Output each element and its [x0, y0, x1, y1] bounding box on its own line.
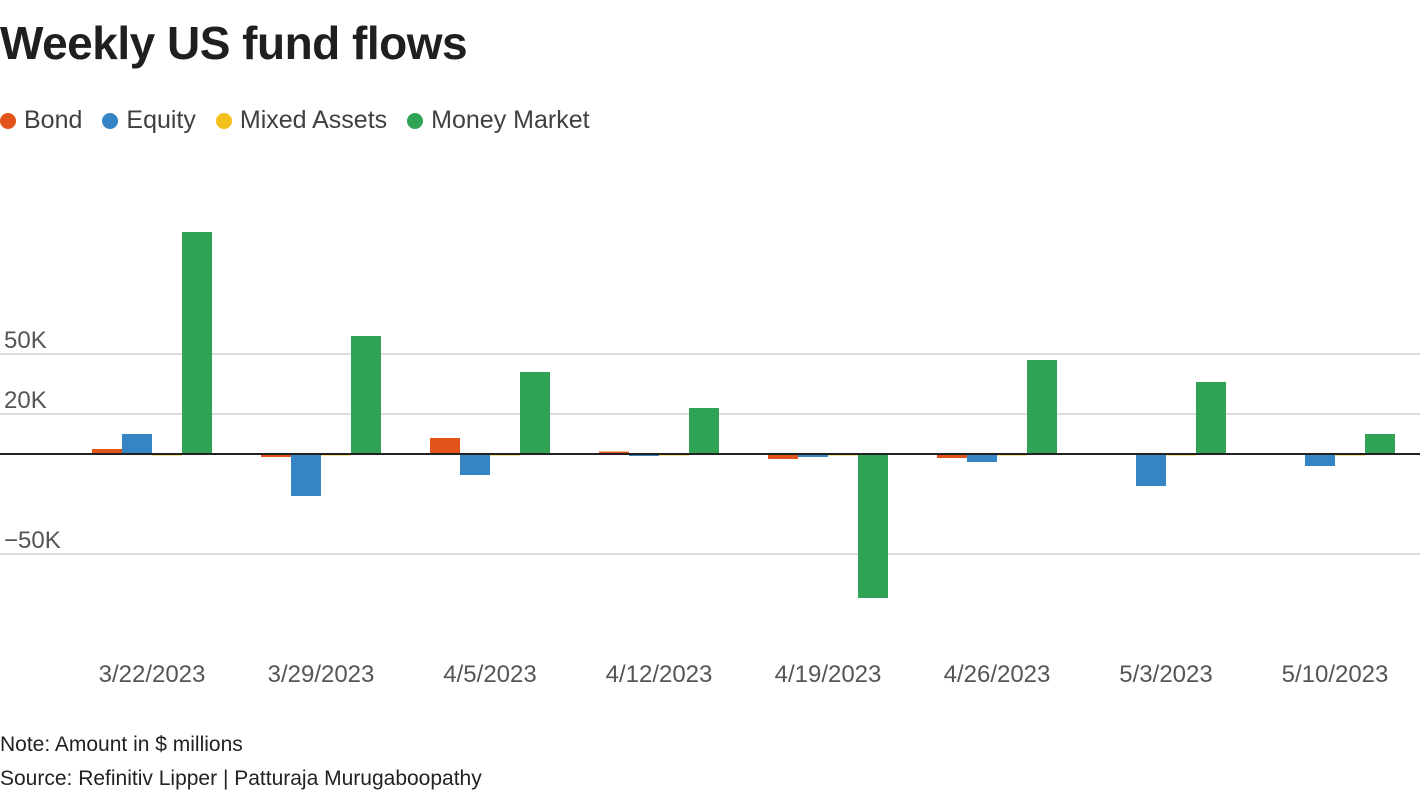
bar-equity-4 [798, 454, 828, 457]
legend-item-equity: Equity [102, 106, 196, 135]
bar-equity-7 [1305, 454, 1335, 466]
legend-item-bond: Bond [0, 106, 82, 135]
y-tick-label-2: −50K [4, 527, 61, 554]
bar-equity-2 [460, 454, 490, 475]
bar-money-market-1 [351, 336, 381, 454]
x-tick-label-3: 4/12/2023 [606, 661, 713, 688]
legend-item-mixed-assets: Mixed Assets [215, 106, 388, 135]
bar-equity-6 [1136, 454, 1166, 486]
bar-money-market-6 [1196, 382, 1226, 454]
bar-equity-5 [967, 454, 997, 462]
bar-bond-0 [92, 449, 122, 454]
x-tick-label-0: 3/22/2023 [99, 661, 206, 688]
y-tick-label-1: 20K [4, 387, 47, 414]
legend-label-bond: Bond [24, 106, 83, 134]
chart-title: Weekly US fund flows [0, 17, 468, 69]
bar-equity-1 [291, 454, 321, 496]
bar-money-market-3 [689, 408, 719, 454]
bar-bond-2 [430, 438, 460, 454]
bar-bond-3 [599, 451, 629, 454]
bar-money-market-4 [858, 454, 888, 598]
legend-dot-equity [102, 112, 119, 129]
bar-money-market-0 [182, 232, 212, 454]
legend-label-money-market: Money Market [431, 106, 590, 134]
x-tick-label-5: 4/26/2023 [944, 661, 1051, 688]
x-tick-label-6: 5/3/2023 [1119, 661, 1212, 688]
legend-dot-bond [0, 112, 16, 129]
bar-equity-0 [122, 434, 152, 454]
bar-money-market-7 [1365, 434, 1395, 454]
legend: Bond Equity Mixed Assets Money Market [0, 106, 610, 135]
bar-bond-1 [261, 454, 291, 457]
x-tick-label-2: 4/5/2023 [443, 661, 536, 688]
bar-bond-5 [937, 454, 967, 458]
bar-money-market-5 [1027, 360, 1057, 454]
legend-dot-mixed-assets [215, 112, 232, 129]
legend-dot-money-market [407, 112, 424, 129]
bar-money-market-2 [520, 372, 550, 454]
legend-item-money-market: Money Market [407, 106, 590, 135]
chart-note: Note: Amount in $ millions [0, 733, 243, 756]
legend-label-equity: Equity [126, 106, 196, 134]
bar-chart: 50K 20K −50K 3/22/2023 3/29/2023 4/5/2023 4/12… [0, 232, 1420, 688]
chart-source: Source: Refinitiv Lipper | Patturaja Mur… [0, 767, 482, 790]
legend-label-mixed-assets: Mixed Assets [239, 106, 388, 134]
bar-bond-4 [768, 454, 798, 459]
x-tick-label-1: 3/29/2023 [268, 661, 375, 688]
y-tick-label-0: 50K [4, 327, 47, 354]
x-tick-label-4: 4/19/2023 [775, 661, 882, 688]
x-tick-label-7: 5/10/2023 [1282, 661, 1389, 688]
